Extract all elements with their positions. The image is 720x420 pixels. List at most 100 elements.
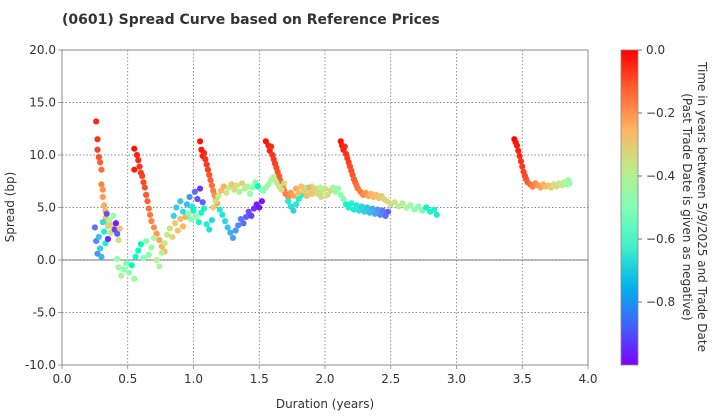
data-point bbox=[186, 193, 193, 201]
data-point bbox=[94, 136, 101, 143]
data-point bbox=[203, 221, 210, 228]
data-point bbox=[98, 253, 105, 260]
data-point bbox=[191, 188, 198, 195]
data-point bbox=[407, 202, 414, 209]
colorbar-label-line: Time in years between 5/9/2025 and Trade… bbox=[695, 61, 709, 352]
data-point bbox=[131, 145, 138, 152]
data-point bbox=[208, 217, 216, 224]
data-point bbox=[125, 269, 133, 276]
data-point bbox=[200, 205, 208, 212]
data-point bbox=[210, 204, 217, 211]
scatter-points bbox=[91, 118, 573, 282]
data-point bbox=[340, 196, 347, 203]
data-point bbox=[179, 208, 187, 215]
data-point bbox=[204, 166, 212, 173]
y-tick-label: 15.0 bbox=[29, 96, 56, 110]
x-axis-ticks: 0.0 0.5 1.0 1.5 2.0 2.5 3.0 3.5 4.0 bbox=[52, 365, 598, 386]
data-point bbox=[171, 220, 179, 227]
data-point bbox=[128, 262, 135, 269]
data-point bbox=[374, 206, 381, 213]
data-point bbox=[187, 215, 194, 223]
data-point bbox=[236, 188, 243, 195]
data-point bbox=[95, 154, 102, 161]
data-point bbox=[100, 228, 108, 235]
chart-title: (0601) Spread Curve based on Reference P… bbox=[62, 12, 440, 28]
x-tick-label: 3.5 bbox=[513, 372, 532, 386]
data-point bbox=[177, 215, 184, 223]
data-point bbox=[228, 181, 235, 188]
data-point bbox=[174, 227, 181, 234]
data-point bbox=[317, 193, 325, 201]
data-point bbox=[173, 204, 180, 211]
data-point bbox=[156, 263, 163, 270]
data-point bbox=[106, 217, 113, 224]
data-point bbox=[104, 235, 112, 243]
data-point bbox=[141, 184, 148, 191]
data-point bbox=[270, 173, 277, 181]
data-point bbox=[348, 200, 355, 207]
data-point bbox=[148, 218, 155, 225]
data-point bbox=[131, 275, 138, 282]
data-point bbox=[143, 191, 150, 198]
data-point bbox=[203, 161, 210, 168]
colorbar-tick-label: −0.4 bbox=[646, 169, 675, 183]
data-point bbox=[147, 211, 154, 218]
data-point bbox=[363, 204, 371, 211]
data-point bbox=[235, 222, 242, 229]
data-point bbox=[112, 220, 120, 227]
data-point bbox=[240, 220, 247, 227]
y-tick-label: 0.0 bbox=[37, 253, 56, 267]
data-point bbox=[140, 179, 147, 186]
data-point bbox=[161, 240, 168, 247]
data-point bbox=[194, 196, 201, 203]
colorbar-ticks: 0.0 −0.2 −0.4 −0.6 −0.8 bbox=[638, 43, 675, 309]
data-point bbox=[110, 212, 117, 219]
data-point bbox=[254, 183, 262, 190]
data-point bbox=[144, 198, 151, 205]
data-point bbox=[196, 185, 204, 192]
y-tick-label: -10.0 bbox=[25, 358, 56, 372]
data-point bbox=[224, 224, 231, 231]
data-point bbox=[140, 254, 147, 261]
x-tick-label: 2.0 bbox=[315, 372, 334, 386]
x-axis-label: Duration (years) bbox=[276, 397, 374, 411]
data-point bbox=[249, 184, 256, 191]
data-point bbox=[99, 193, 106, 201]
data-point bbox=[156, 236, 163, 244]
colorbar bbox=[620, 49, 639, 366]
data-point bbox=[285, 198, 292, 205]
data-point bbox=[303, 192, 310, 200]
data-point bbox=[98, 166, 105, 173]
data-point bbox=[185, 210, 192, 217]
y-tick-label: -5.0 bbox=[33, 306, 56, 320]
data-point bbox=[369, 205, 376, 212]
data-point bbox=[115, 236, 122, 244]
data-point bbox=[98, 181, 105, 188]
data-point bbox=[566, 180, 573, 187]
data-point bbox=[145, 205, 152, 212]
colorbar-tick-label: −0.8 bbox=[646, 295, 675, 309]
data-point bbox=[208, 182, 216, 189]
data-point bbox=[399, 200, 406, 207]
data-point bbox=[143, 238, 150, 245]
colorbar-tick-label: −0.6 bbox=[646, 232, 675, 246]
data-point bbox=[99, 186, 106, 193]
y-tick-label: 20.0 bbox=[29, 43, 56, 57]
data-point bbox=[183, 201, 191, 208]
data-point bbox=[290, 207, 297, 214]
data-point bbox=[195, 219, 202, 226]
data-point bbox=[391, 199, 398, 206]
data-point bbox=[212, 198, 219, 205]
data-point bbox=[215, 192, 222, 200]
data-point bbox=[158, 249, 166, 256]
data-point bbox=[246, 190, 254, 197]
data-point bbox=[100, 202, 108, 209]
data-point bbox=[385, 208, 392, 215]
data-point bbox=[433, 211, 440, 218]
data-point bbox=[515, 147, 522, 154]
data-point bbox=[190, 207, 197, 214]
data-point bbox=[311, 185, 318, 192]
data-point bbox=[199, 199, 206, 206]
colorbar-tick-label: −0.2 bbox=[646, 106, 675, 120]
data-point bbox=[292, 201, 300, 208]
